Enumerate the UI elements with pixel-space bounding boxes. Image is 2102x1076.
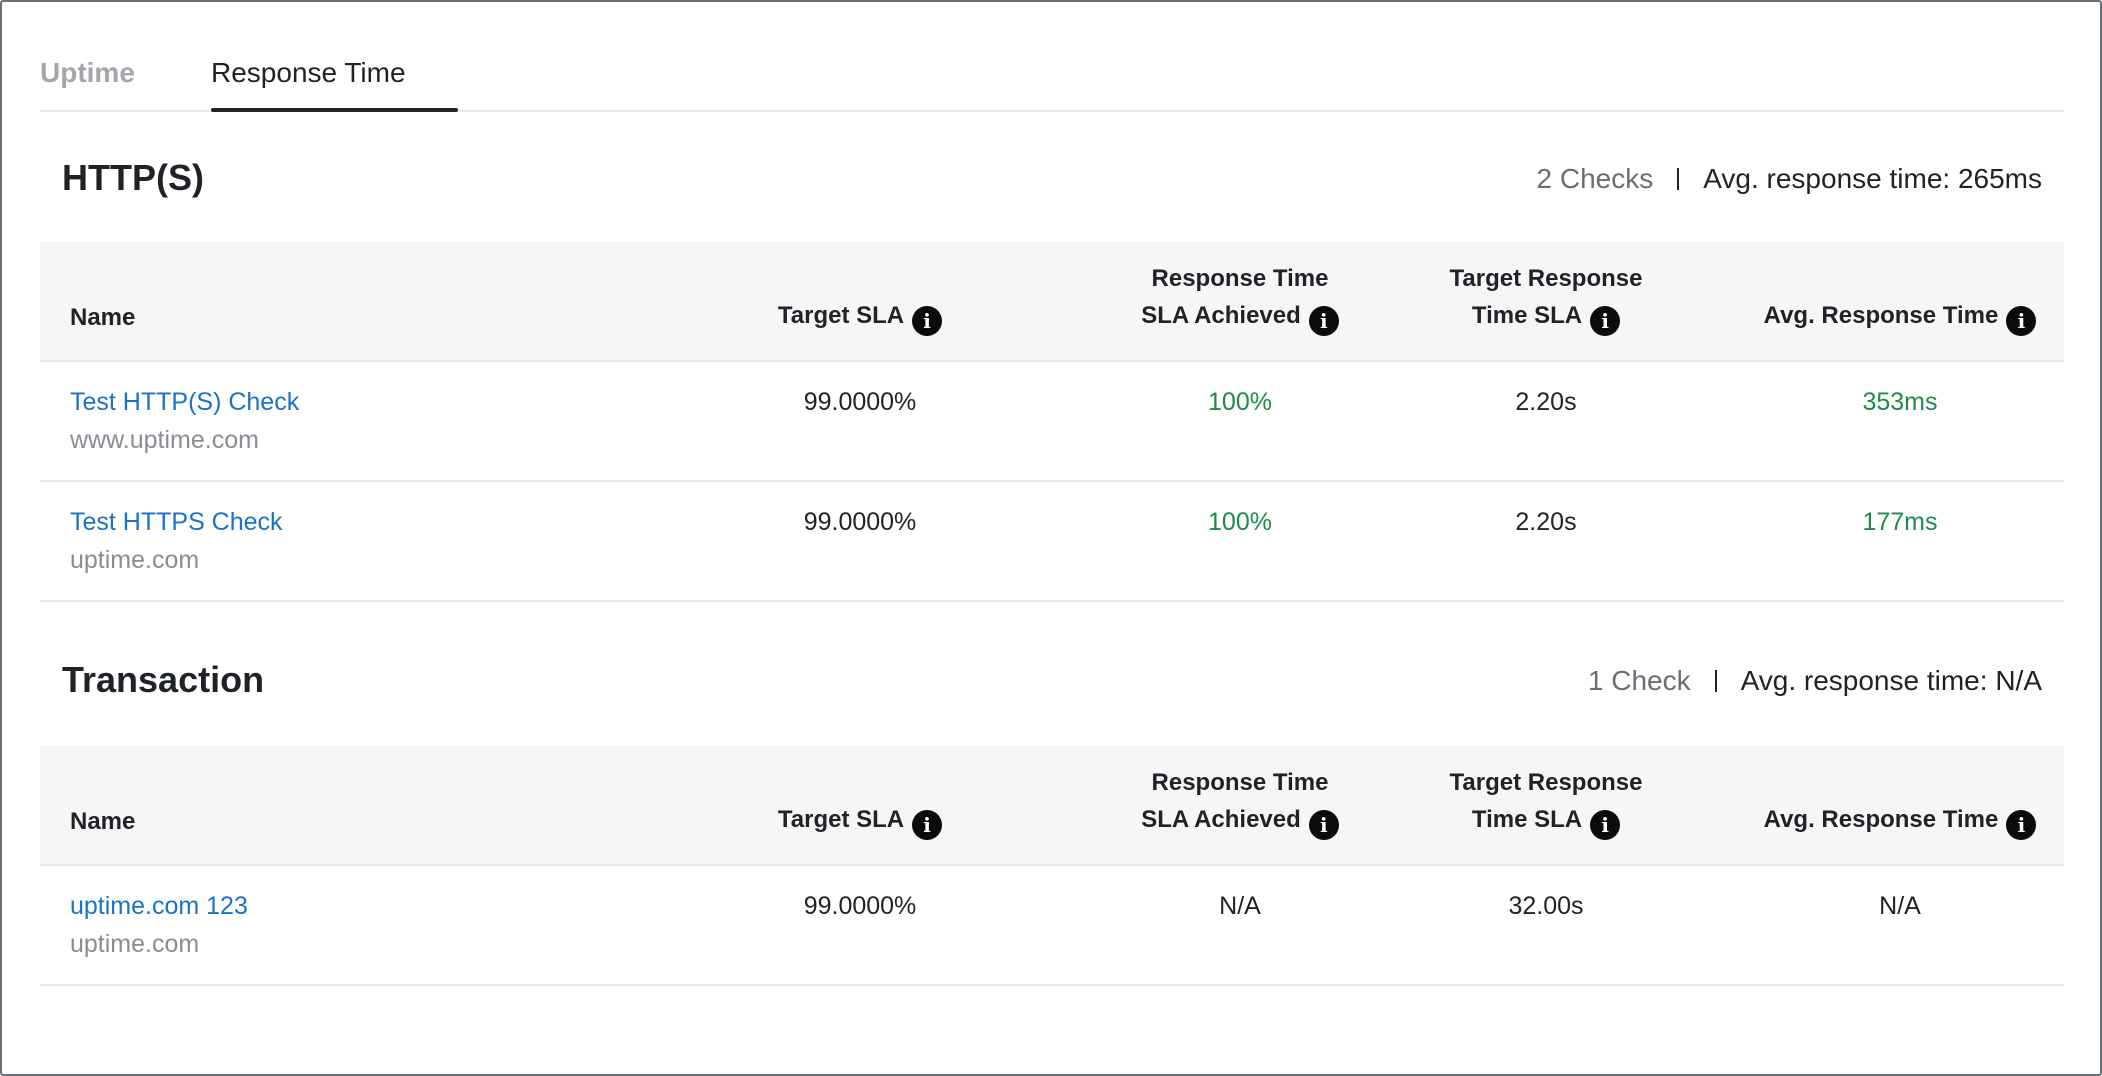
- section-title: Transaction: [62, 659, 265, 700]
- tab-bar: Uptime Response Time: [40, 2, 2064, 112]
- table-row: Test HTTPS Check uptime.com 99.0000% 100…: [40, 482, 2064, 602]
- table-header: Name Target SLA i Response Time SLA Achie…: [40, 242, 2064, 362]
- summary-divider: [1714, 670, 1717, 692]
- info-icon[interactable]: i: [1308, 306, 1339, 336]
- column-label: Avg. Response Time: [1763, 806, 1999, 833]
- summary-divider: [1677, 168, 1680, 190]
- column-target-sla: Target SLA i: [740, 297, 980, 336]
- target-sla-value: 99.0000%: [803, 508, 917, 536]
- column-name: Name: [70, 808, 136, 835]
- tab-response-time[interactable]: Response Time: [211, 57, 406, 88]
- tab-uptime[interactable]: Uptime: [40, 57, 135, 88]
- target-rt-sla-value: 2.20s: [1515, 388, 1577, 416]
- avg-response-summary: Avg. response time: N/A: [1740, 665, 2042, 696]
- avg-response-time-value: 353ms: [1862, 388, 1938, 416]
- section-summary: 2 Checks Avg. response time: 265ms: [1537, 162, 2042, 196]
- check-name-cell: uptime.com 123 uptime.com: [70, 890, 248, 960]
- column-rt-sla-achieved: Response Time SLA Achieved i: [1090, 764, 1390, 840]
- table-row: uptime.com 123 uptime.com 99.0000% N/A 3…: [40, 866, 2064, 986]
- active-tab-indicator: [211, 108, 458, 112]
- avg-response-time-value: N/A: [1879, 892, 1921, 920]
- check-host: uptime.com: [70, 930, 200, 958]
- column-label-line1: Target Response: [1449, 769, 1643, 796]
- section-title: HTTP(S): [62, 157, 204, 198]
- check-link[interactable]: Test HTTP(S) Check: [70, 388, 300, 416]
- info-icon[interactable]: i: [1590, 306, 1621, 336]
- info-icon[interactable]: i: [1590, 810, 1621, 840]
- column-label: Avg. Response Time: [1763, 302, 1999, 329]
- section-summary: 1 Check Avg. response time: N/A: [1588, 664, 2042, 698]
- info-icon[interactable]: i: [1308, 810, 1339, 840]
- column-avg-response-time: Avg. Response Time i: [1710, 297, 2090, 336]
- table-header: Name Target SLA i Response Time SLA Achie…: [40, 746, 2064, 866]
- table-row: Test HTTP(S) Check www.uptime.com 99.000…: [40, 362, 2064, 482]
- column-label-line1: Target Response: [1449, 265, 1643, 292]
- column-target-sla: Target SLA i: [740, 801, 980, 840]
- column-label-line2: Time SLA: [1471, 806, 1583, 833]
- target-sla-value: 99.0000%: [803, 388, 917, 416]
- info-icon[interactable]: i: [912, 810, 943, 840]
- checks-table: Name Target SLA i Response Time SLA Achie…: [40, 242, 2064, 602]
- avg-response-time-value: 177ms: [1862, 508, 1938, 536]
- info-icon[interactable]: i: [2006, 810, 2037, 840]
- rt-sla-achieved-value: 100%: [1208, 508, 1272, 536]
- checks-table: Name Target SLA i Response Time SLA Achie…: [40, 746, 2064, 986]
- column-target-rt-sla: Target Response Time SLA i: [1396, 764, 1696, 840]
- column-label: Target SLA: [777, 302, 905, 329]
- check-link[interactable]: uptime.com 123: [70, 892, 248, 920]
- column-label-line2: SLA Achieved: [1141, 806, 1301, 833]
- check-name-cell: Test HTTP(S) Check www.uptime.com: [70, 386, 299, 456]
- column-label-line2: SLA Achieved: [1141, 302, 1301, 329]
- info-icon[interactable]: i: [2006, 306, 2037, 336]
- rt-sla-achieved-value: 100%: [1208, 388, 1272, 416]
- target-sla-value: 99.0000%: [803, 892, 917, 920]
- column-rt-sla-achieved: Response Time SLA Achieved i: [1090, 260, 1390, 336]
- info-icon[interactable]: i: [912, 306, 943, 336]
- check-name-cell: Test HTTPS Check uptime.com: [70, 506, 283, 576]
- column-label-line2: Time SLA: [1471, 302, 1583, 329]
- column-label: Target SLA: [777, 806, 905, 833]
- check-host: www.uptime.com: [70, 426, 259, 454]
- check-link[interactable]: Test HTTPS Check: [70, 508, 283, 536]
- column-label-line1: Response Time: [1151, 769, 1329, 796]
- column-label-line1: Response Time: [1151, 265, 1329, 292]
- avg-response-summary: Avg. response time: 265ms: [1703, 163, 2042, 194]
- rt-sla-achieved-value: N/A: [1219, 892, 1261, 920]
- target-rt-sla-value: 32.00s: [1508, 892, 1584, 920]
- target-rt-sla-value: 2.20s: [1515, 508, 1577, 536]
- column-name: Name: [70, 304, 136, 331]
- column-target-rt-sla: Target Response Time SLA i: [1396, 260, 1696, 336]
- check-count: 2 Checks: [1536, 163, 1654, 194]
- check-host: uptime.com: [70, 546, 200, 574]
- column-avg-response-time: Avg. Response Time i: [1710, 801, 2090, 840]
- check-count: 1 Check: [1587, 665, 1691, 696]
